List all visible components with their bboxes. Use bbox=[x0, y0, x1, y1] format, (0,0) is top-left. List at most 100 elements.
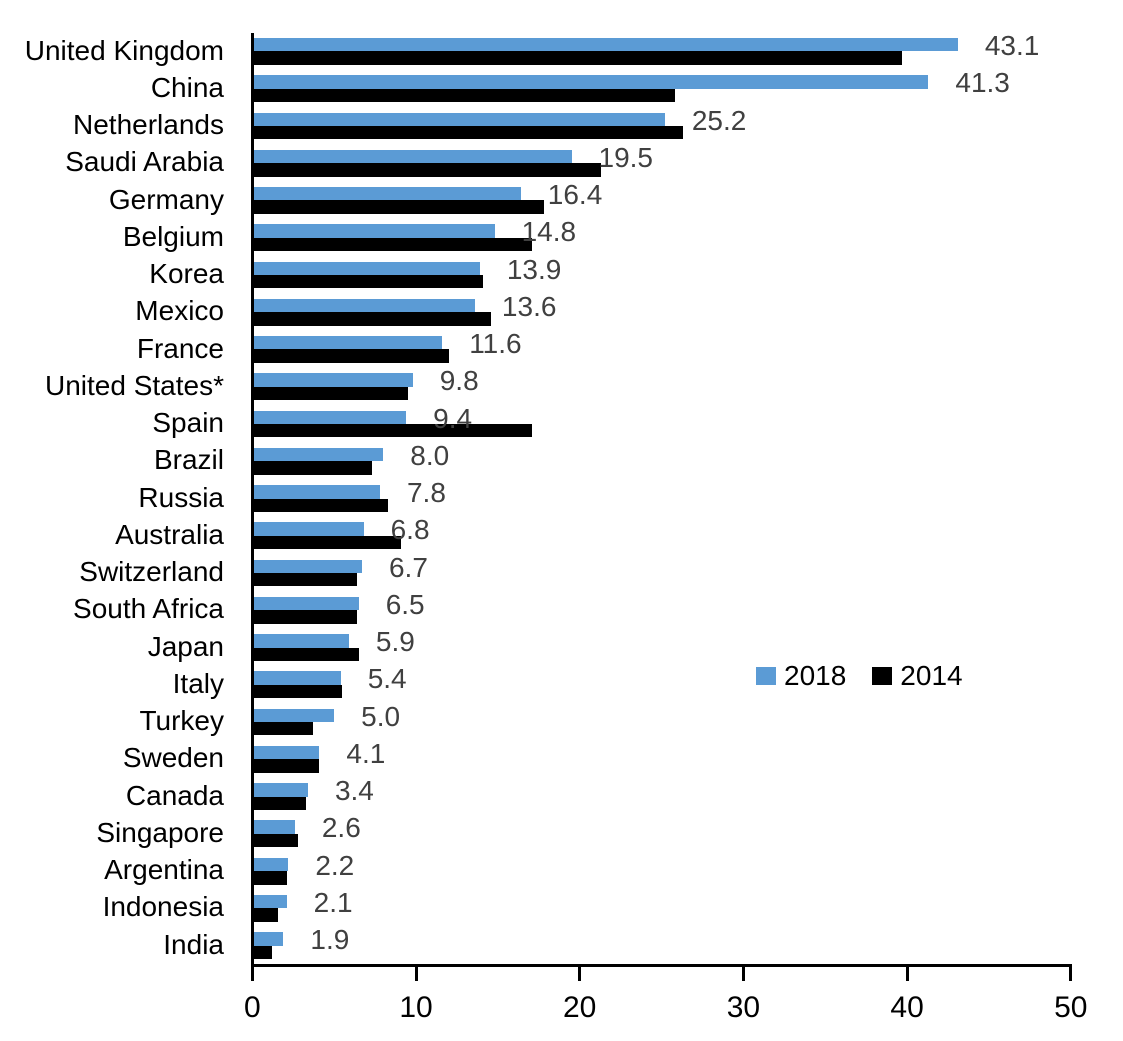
bar-2014-australia bbox=[252, 535, 402, 550]
value-label-united-kingdom: 43.1 bbox=[984, 30, 1040, 61]
value-label-sweden: 4.1 bbox=[346, 737, 386, 769]
legend-label-2014: 2014 bbox=[900, 660, 963, 691]
category-label-germany: Germany bbox=[108, 183, 224, 215]
bar-2018-canada bbox=[252, 783, 308, 797]
bar-2018-netherlands bbox=[252, 112, 665, 126]
bar-2018-saudi-arabia bbox=[252, 149, 572, 164]
x-axis-tick-label-50: 50 bbox=[1054, 991, 1088, 1024]
x-axis-tick-50 bbox=[1069, 963, 1073, 981]
category-label-italy: Italy bbox=[172, 667, 224, 699]
bar-2014-sweden bbox=[252, 759, 320, 773]
bar-2014-belgium bbox=[252, 237, 533, 252]
category-label-netherlands: Netherlands bbox=[73, 109, 224, 141]
bar-2014-korea bbox=[252, 274, 484, 289]
value-label-argentina: 2.2 bbox=[315, 849, 355, 881]
category-label-korea: Korea bbox=[149, 258, 224, 290]
bar-2018-united-states bbox=[252, 373, 413, 387]
value-label-china: 41.3 bbox=[955, 67, 1010, 99]
value-label-south-africa: 6.5 bbox=[385, 588, 425, 620]
legend-item-2018: 2018 bbox=[756, 661, 846, 691]
bar-2014-united-states bbox=[252, 386, 408, 401]
bar-2014-brazil bbox=[252, 461, 372, 475]
category-label-sweden: Sweden bbox=[122, 742, 224, 774]
bar-2014-south-africa bbox=[252, 610, 358, 624]
x-axis-tick-label-20: 20 bbox=[563, 991, 597, 1024]
bar-2018-mexico bbox=[252, 298, 475, 313]
bar-2018-sweden bbox=[252, 745, 320, 760]
category-label-switzerland: Switzerland bbox=[79, 556, 224, 588]
y-axis-line bbox=[250, 33, 254, 981]
value-label-indonesia: 2.1 bbox=[313, 886, 353, 918]
x-axis-tick-40 bbox=[905, 963, 909, 981]
x-axis-tick-20 bbox=[578, 963, 582, 981]
x-axis-tick-label-30: 30 bbox=[726, 991, 761, 1024]
value-label-korea: 13.9 bbox=[506, 253, 562, 285]
bar-2018-korea bbox=[252, 261, 480, 275]
category-label-united-states: United States* bbox=[45, 369, 224, 401]
category-label-united-kingdom: United Kingdom bbox=[24, 34, 224, 66]
bar-2018-switzerland bbox=[252, 559, 362, 574]
value-label-singapore: 2.6 bbox=[321, 812, 361, 844]
bar-2018-france bbox=[252, 336, 443, 350]
legend: 2018 2014 bbox=[756, 661, 963, 691]
bar-2014-japan bbox=[252, 647, 359, 661]
bar-2018-russia bbox=[252, 485, 380, 499]
bar-2014-united-kingdom bbox=[252, 51, 903, 65]
category-label-canada: Canada bbox=[125, 779, 224, 811]
bar-2014-canada bbox=[252, 796, 307, 810]
bar-2014-argentina bbox=[252, 871, 287, 885]
bar-2014-singapore bbox=[252, 833, 299, 848]
x-axis-tick-30 bbox=[741, 963, 745, 981]
bar-2014-italy bbox=[252, 684, 343, 699]
bar-2018-belgium bbox=[252, 224, 495, 238]
bar-2014-india bbox=[252, 945, 272, 960]
bar-2014-netherlands bbox=[252, 125, 683, 140]
bar-2018-brazil bbox=[252, 447, 384, 462]
value-label-mexico: 13.6 bbox=[501, 290, 557, 322]
value-label-switzerland: 6.7 bbox=[388, 551, 428, 583]
x-axis-tick-label-0: 0 bbox=[243, 991, 261, 1024]
category-label-india: India bbox=[163, 928, 224, 960]
bar-2018-united-kingdom bbox=[252, 38, 958, 52]
bar-2014-france bbox=[252, 349, 449, 363]
legend-swatch-2018-icon bbox=[756, 667, 776, 685]
bar-2014-russia bbox=[252, 498, 389, 512]
value-label-canada: 3.4 bbox=[334, 775, 374, 807]
value-label-turkey: 5.0 bbox=[361, 700, 401, 732]
value-label-russia: 7.8 bbox=[406, 477, 446, 509]
category-label-russia: Russia bbox=[138, 481, 224, 513]
value-label-brazil: 8.0 bbox=[410, 439, 450, 471]
bar-2018-indonesia bbox=[252, 894, 287, 909]
value-label-germany: 16.4 bbox=[547, 179, 603, 211]
bar-2018-italy bbox=[252, 671, 341, 685]
value-label-australia: 6.8 bbox=[390, 514, 430, 546]
value-label-united-states: 9.8 bbox=[439, 365, 479, 397]
category-label-saudi-arabia: Saudi Arabia bbox=[65, 146, 224, 178]
category-label-singapore: Singapore bbox=[96, 816, 224, 848]
value-label-belgium: 14.8 bbox=[521, 216, 577, 248]
category-label-china: China bbox=[150, 71, 224, 103]
bar-2018-china bbox=[252, 75, 929, 89]
bar-2014-saudi-arabia bbox=[252, 163, 601, 177]
bar-2014-mexico bbox=[252, 312, 492, 326]
value-label-italy: 5.4 bbox=[367, 663, 407, 695]
value-label-spain: 9.4 bbox=[433, 402, 473, 434]
category-label-indonesia: Indonesia bbox=[102, 891, 224, 923]
value-label-india: 1.9 bbox=[310, 924, 350, 956]
bar-2018-singapore bbox=[252, 820, 295, 834]
legend-swatch-2014-icon bbox=[872, 667, 893, 685]
category-label-turkey: Turkey bbox=[139, 705, 224, 737]
category-label-brazil: Brazil bbox=[153, 444, 224, 476]
category-label-japan: Japan bbox=[147, 630, 224, 662]
category-label-belgium: Belgium bbox=[122, 220, 224, 252]
bar-2018-japan bbox=[252, 634, 349, 648]
bar-2014-switzerland bbox=[252, 573, 358, 587]
value-label-france: 11.6 bbox=[469, 328, 522, 360]
category-label-australia: Australia bbox=[115, 518, 224, 550]
x-axis-tick-label-40: 40 bbox=[890, 991, 924, 1024]
value-label-saudi-arabia: 19.5 bbox=[598, 141, 654, 173]
bar-2018-spain bbox=[252, 410, 407, 424]
bar-2018-south-africa bbox=[252, 596, 359, 611]
category-label-argentina: Argentina bbox=[104, 854, 224, 886]
